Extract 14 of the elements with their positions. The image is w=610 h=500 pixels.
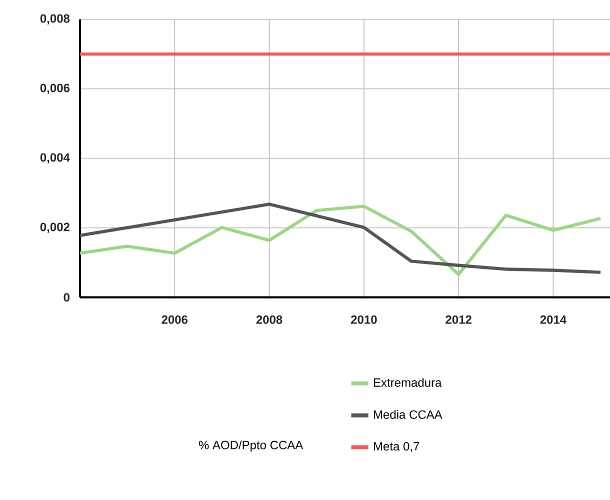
x-tick-label: 2006 (162, 315, 188, 324)
legend-label: Meta 0,7 (374, 442, 420, 452)
legend-title: % AOD/Ppto CCAA (198, 440, 304, 452)
y-tick-label: 0,002 (40, 222, 70, 233)
y-tick-label: 0,008 (40, 14, 70, 24)
y-tick-label: 0 (64, 293, 70, 302)
legend-label: Media CCAA (374, 410, 442, 419)
x-tick-label: 2010 (351, 315, 377, 324)
legend-label: Extremadura (374, 378, 442, 387)
y-tick-label: 0,006 (40, 84, 70, 94)
y-tick-label: 0,004 (40, 153, 70, 164)
x-tick-label: 2012 (446, 315, 472, 324)
x-tick-label: 2014 (540, 315, 566, 324)
x-tick-label: 2008 (256, 315, 282, 324)
